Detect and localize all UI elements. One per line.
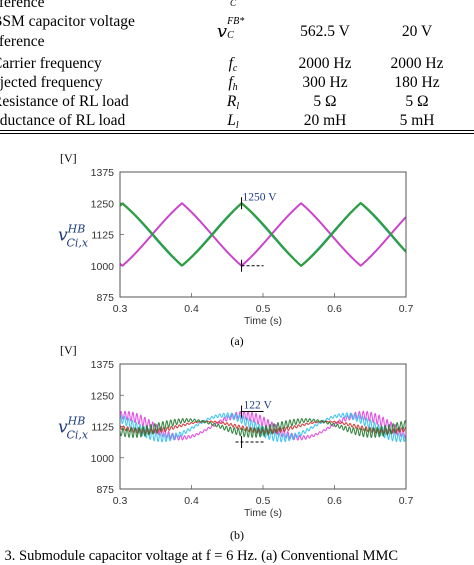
table-row: Resistance of RL load Rl 5 Ω 5 Ω [0,92,474,112]
value-proposed: 180 Hz [394,74,440,91]
x-tick-label: 0.6 [327,495,342,507]
row-symbol: Rl [226,93,240,112]
x-tick-label: 0.5 [256,303,271,315]
y-tick-label: 1250 [91,390,115,402]
x-tick-label: 0.7 [399,495,414,507]
panel-label-b: (b) [230,528,244,542]
value-proposed: 5 Ω [405,93,429,110]
series-line [120,418,406,439]
table-row: njected frequency fh 300 Hz 180 Hz [0,73,474,93]
value-proposed: 5 mH [399,112,435,129]
row-symbol: C [229,0,236,8]
x-tick-label: 0.3 [113,303,128,315]
table-row: Carrier frequency fc 2000 Hz 2000 Hz [0,54,474,74]
x-tick-label: 0.7 [399,303,414,315]
y-tick-label: 1375 [91,167,115,179]
y-tick-label: 875 [96,484,114,496]
row-label-line1: BSM capacitor voltage [0,13,135,30]
chart-b: [V] vHB Ci,x 875 1000 1125 1250 1375 0.3 0.4 0.5 0.… [58,343,414,519]
y-tick-label: 1375 [91,359,115,371]
value-proposed: 20 V [401,23,433,40]
y-tick-label: 1125 [91,422,114,434]
y-tick-label: 1125 [91,230,114,242]
row-label: Resistance of RL load [0,93,129,110]
plot-frame [119,171,407,298]
x-tick-label: 0.3 [113,495,128,507]
y-axis-label: vHB Ci,x [58,415,89,442]
row-symbol: fh [228,74,238,93]
table-row: nductance of RL load Ll 20 mH 5 mH [0,111,474,131]
chart-a: [V] vHB Ci,x 875 1000 1125 1250 1375 0.3 0.4 0.5 0.… [58,151,414,327]
panel-label-a: (a) [230,334,244,348]
plot-area [120,410,406,443]
x-axis-label: Time (s) [244,507,282,519]
x-axis-label: Time (s) [244,315,282,327]
row-symbol: v FB* C [216,16,245,42]
series-line [120,201,406,267]
value-proposed: 2000 Hz [390,55,444,72]
figure-caption: ig. 3. Submodule capacitor voltage at f … [0,548,399,564]
x-tick-label: 0.6 [327,303,342,315]
unit-label: [V] [60,151,77,165]
plot-area [120,201,406,268]
row-symbol: Ll [227,112,239,131]
annotation-label: 1250 V [243,191,278,203]
y-tick-label: 1000 [91,261,115,273]
y-tick-label: 875 [96,292,114,304]
series-line [120,201,406,267]
row-symbol: fc [228,55,238,74]
y-tick-label: 1000 [91,453,115,465]
row-label: Carrier frequency [0,55,102,72]
value-conventional: 5 Ω [313,93,337,110]
value-conventional: 20 mH [303,112,347,129]
plot-frame [119,363,407,490]
y-axis-label: vHB Ci,x [58,223,89,250]
value-conventional: 300 Hz [302,74,348,91]
value-conventional: 562.5 V [300,23,350,40]
table-bottom-rule [0,129,474,131]
value-conventional: 2000 Hz [298,55,352,72]
x-tick-label: 0.5 [256,495,271,507]
x-tick-label: 0.4 [184,495,199,507]
row-label: njected frequency [0,74,103,91]
y-tick-label: 1250 [91,198,115,210]
x-tick-label: 0.4 [184,303,199,315]
row-label: nductance of RL load [0,112,126,129]
annotation-label: 122 V [244,400,273,412]
unit-label: [V] [60,343,77,357]
series-line [120,202,406,268]
table-bottom-rule-2 [0,132,474,134]
